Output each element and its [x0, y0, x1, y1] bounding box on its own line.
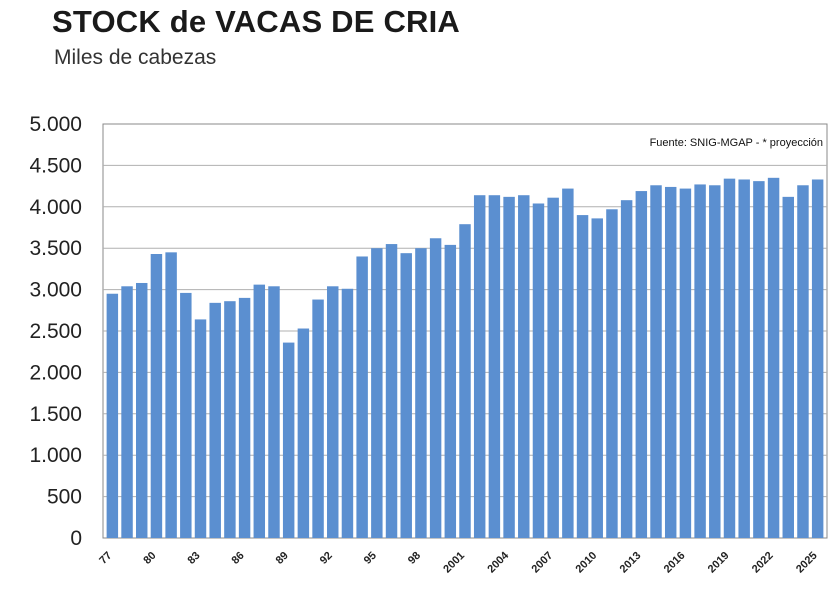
- x-tick-label: 2013: [618, 550, 644, 576]
- x-tick-label: 83: [185, 550, 202, 567]
- bar: [488, 195, 501, 538]
- bar: [415, 248, 427, 538]
- y-tick-label: 3.000: [29, 279, 82, 302]
- bar: [797, 185, 809, 538]
- y-tick-label: 4.500: [29, 154, 82, 177]
- bar: [664, 186, 677, 538]
- bar: [327, 286, 339, 538]
- bar: [620, 200, 633, 538]
- y-tick-label: 2.500: [29, 320, 82, 343]
- bar: [253, 284, 266, 538]
- x-tick-label: 2016: [662, 550, 688, 576]
- bar: [650, 185, 662, 538]
- y-tick-label: 5.000: [29, 113, 82, 136]
- bar: [811, 179, 824, 539]
- bar: [562, 188, 574, 538]
- bar: [356, 256, 368, 538]
- bar: [518, 195, 530, 538]
- bar: [268, 286, 280, 538]
- x-tick-label: 2010: [574, 550, 600, 576]
- bar: [444, 244, 457, 538]
- bar: [459, 224, 471, 538]
- x-tick-label: 77: [97, 550, 114, 567]
- bar: [576, 215, 589, 538]
- bars: [106, 177, 824, 539]
- y-tick-label: 3.500: [29, 237, 82, 260]
- bar: [767, 177, 780, 538]
- x-tick-label: 2004: [485, 549, 511, 575]
- bar: [429, 238, 442, 538]
- bar: [224, 301, 236, 538]
- bar: [753, 181, 765, 538]
- x-tick-label: 98: [406, 550, 423, 567]
- bar: [136, 282, 148, 538]
- x-tick-label: 2019: [706, 550, 732, 576]
- bar: [547, 197, 559, 538]
- x-tick-label: 86: [230, 550, 247, 567]
- bar: [194, 319, 207, 538]
- x-tick-label: 2001: [441, 550, 467, 576]
- bar: [150, 254, 163, 538]
- x-tick-label: 80: [141, 550, 158, 567]
- x-tick-label: 2022: [750, 550, 776, 576]
- y-tick-label: 1.500: [29, 403, 82, 426]
- bar: [694, 184, 706, 538]
- bar: [165, 252, 177, 538]
- y-axis: 5.000 4.500 4.000 3.500 3.000 2.500 2.000 1.500…: [29, 113, 82, 550]
- bar: [180, 292, 192, 538]
- x-tick-label: 92: [318, 550, 335, 567]
- bar: [312, 299, 324, 538]
- x-axis: 77 80 83 86 89 92 95 98 2001 2004 2007 2010 2013 2016…: [97, 549, 819, 575]
- bar: [782, 196, 794, 539]
- bar: [121, 286, 133, 538]
- x-tick-label: 2025: [794, 550, 820, 576]
- x-tick-label: 89: [274, 550, 291, 567]
- bar: [297, 328, 310, 538]
- y-tick-label: 2.000: [29, 361, 82, 384]
- x-tick-label: 95: [362, 550, 379, 567]
- bar: [723, 178, 736, 538]
- bar: [591, 218, 603, 538]
- bar: [635, 191, 648, 538]
- chart-title: STOCK de VACAS DE CRIA: [52, 4, 461, 39]
- bar: [238, 297, 251, 538]
- bar: [106, 293, 119, 538]
- bar: [371, 248, 383, 538]
- bar: [709, 185, 721, 538]
- bar: [473, 195, 486, 538]
- bar: [503, 196, 515, 539]
- bar: [209, 302, 221, 538]
- bar: [738, 179, 750, 539]
- bar: [679, 188, 692, 538]
- bar: [400, 253, 412, 539]
- source-note: Fuente: SNIG-MGAP - * proyección: [650, 137, 823, 149]
- bar: [606, 209, 618, 538]
- y-tick-label: 500: [47, 486, 82, 509]
- bar: [341, 288, 354, 538]
- chart-subtitle: Miles de cabezas: [54, 46, 217, 69]
- bar: [282, 342, 295, 538]
- bar: [385, 244, 398, 538]
- y-tick-label: 4.000: [29, 196, 82, 219]
- y-tick-label: 0: [70, 527, 82, 550]
- bar: [532, 203, 545, 539]
- x-tick-label: 2007: [529, 550, 555, 576]
- y-tick-label: 1.000: [29, 444, 82, 467]
